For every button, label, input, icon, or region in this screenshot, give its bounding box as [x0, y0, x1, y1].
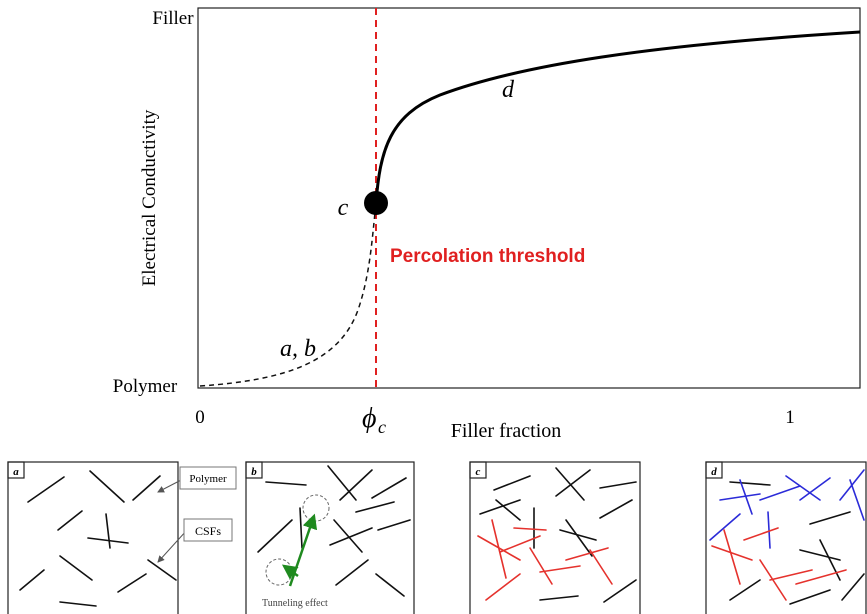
phi-subscript: c: [378, 417, 386, 437]
x-start-label: 0: [195, 407, 205, 428]
plot-frame: [198, 8, 860, 388]
callout-polymer: Polymer: [189, 473, 227, 485]
tunnel-arrow: [290, 516, 314, 586]
x-end-label: 1: [785, 407, 795, 428]
callout-csfs: CSFs: [195, 524, 221, 538]
conductive-network: [478, 520, 612, 600]
fibers: [730, 482, 864, 604]
label-c: c: [338, 195, 349, 221]
fibers: [258, 466, 410, 596]
fibers: [20, 471, 176, 606]
panel-b: [246, 462, 414, 614]
y-bottom-label: Polymer: [113, 376, 178, 397]
panel-d: [706, 462, 866, 614]
callout-arrow: [158, 530, 187, 562]
y-top-label: Filler: [152, 8, 194, 29]
panel-label: d: [711, 466, 717, 478]
panel-label: a: [13, 466, 19, 478]
fibers: [480, 468, 636, 602]
figure: Filler Polymer Electrical Conductivity 0…: [0, 0, 867, 614]
label-d: d: [502, 77, 515, 103]
threshold-label: Percolation threshold: [390, 246, 585, 267]
tunnel-circle: [266, 559, 292, 585]
curve-solid: [376, 32, 860, 203]
panel-label: c: [476, 466, 481, 478]
conductive-network: [712, 528, 846, 600]
x-title: Filler fraction: [451, 420, 562, 442]
tunnel-circle: [303, 495, 329, 521]
panel-label: b: [251, 466, 257, 478]
tunnel-caption: Tunneling effect: [262, 598, 328, 609]
point-c: [364, 191, 388, 215]
y-title: Electrical Conductivity: [139, 109, 160, 286]
label-ab: a, b: [280, 336, 316, 362]
phi-symbol: ϕ: [362, 403, 377, 434]
